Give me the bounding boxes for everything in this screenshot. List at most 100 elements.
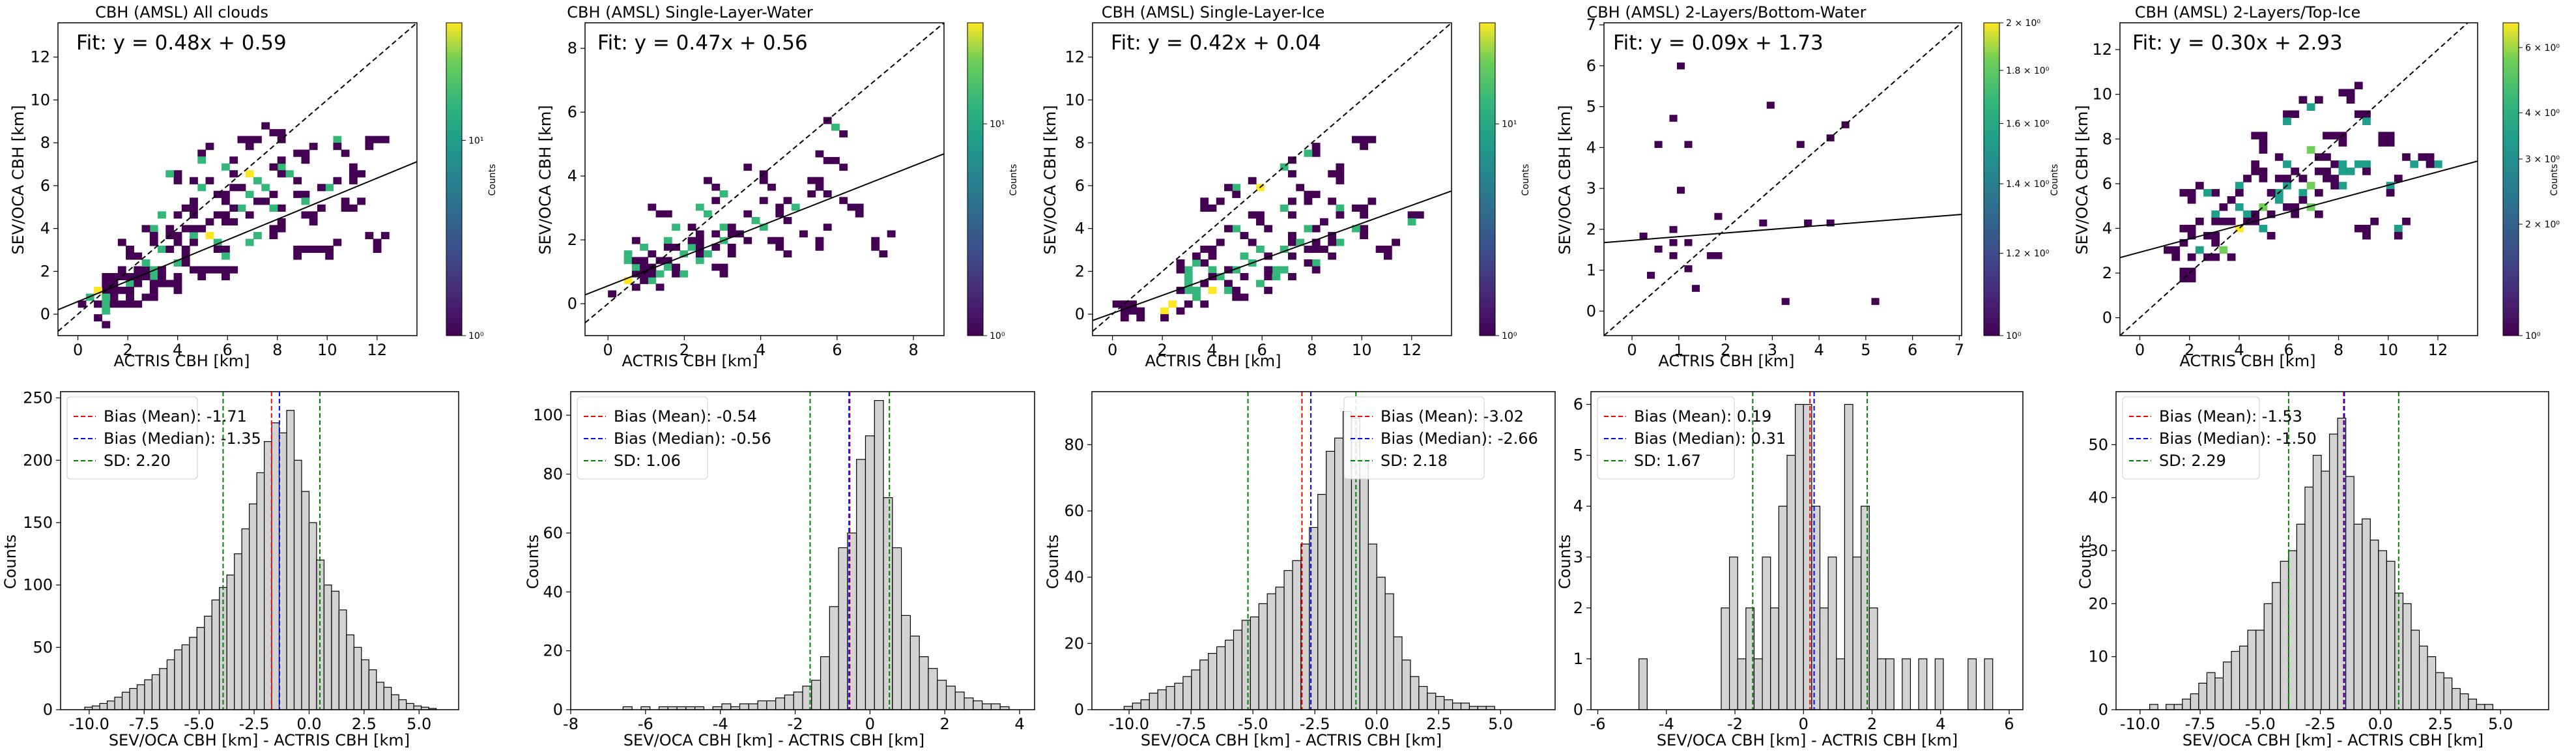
histogram-bar [1393,636,1403,710]
heatmap-cell [719,190,728,197]
heatmap-cell [1192,252,1201,260]
heatmap-cell [181,245,190,254]
heatmap-cell [1781,298,1790,305]
heatmap-cell [1841,121,1850,128]
x-tick-label: 6 [2004,715,2014,733]
heatmap-cell [823,190,832,197]
heatmap-cell [1669,252,1678,259]
histogram-bar [1132,703,1141,710]
heatmap-cell [1287,252,1296,260]
plot-frame [584,22,945,336]
y-tick-label: 12 [30,48,50,66]
heatmap-cell [2274,175,2283,182]
heatmap-cell [173,280,182,287]
heatmap-cell [2179,267,2188,276]
heatmap-cell [1120,314,1129,322]
y-tick-label: 250 [23,389,53,407]
heatmap-cell [1351,136,1360,143]
colorbar-label: Counts [2549,164,2560,196]
heatmap-cell [134,300,143,308]
heatmap-cell [743,210,752,218]
colorbar-tick-label: 1.2 × 10⁰ [2006,249,2050,259]
y-tick-label: 60 [1064,502,1084,520]
y-tick-label: 40 [543,583,563,601]
heatmap-cell [775,243,784,251]
heatmap-cell [815,183,824,191]
heatmap-cell [1208,204,1217,212]
heatmap-cell [799,230,808,238]
x-axis-label: ACTRIS CBH [km] [622,352,758,370]
x-tick-label: -6 [638,715,653,733]
heatmap-cell [141,266,150,274]
heatmap-cell [317,245,326,254]
histogram-bar [353,646,362,710]
histogram-bar [1384,593,1394,710]
heatmap-cell [1272,266,1281,274]
histogram-bar [2484,704,2494,710]
scatter-panel: CBH (AMSL) Single-Layer-Water Fit: y = 0… [536,3,1019,370]
heatmap-cell [197,149,207,157]
y-tick-label: 8 [1075,134,1085,152]
heatmap-cell [1676,186,1685,194]
heatmap-cell [1826,219,1835,227]
legend-sd-label: SD: 2.18 [1381,452,1448,470]
colorbar-tick-label: 1.6 × 10⁰ [2006,119,2050,130]
heatmap-cell [1647,272,1655,279]
x-tick-label: 2 [2184,341,2194,359]
heatmap-cell [711,263,721,271]
histogram-bar [2321,471,2330,710]
x-tick-label: 8 [1307,341,1317,359]
colorbar-tick-label: 6 × 10⁰ [2525,43,2560,53]
heatmap-cell [759,177,768,184]
histogram-bar [2272,582,2281,710]
histogram-bar [1292,560,1302,710]
plot-area: -10.0 -7.5 -5.0 -2.5 0.0 2.5 5.0 0 20 40 60 80 [1064,391,1556,733]
histogram-bar [2459,693,2469,710]
x-tick-label: 0.0 [1364,715,1389,733]
y-tick-label: 0 [1075,305,1085,323]
histogram-bar [368,669,377,710]
heatmap-cell [680,270,689,278]
histogram-bar [2443,677,2453,710]
histogram-panel: SEV/OCA CBH [km] - ACTRIS CBH [km] Count… [524,391,1035,749]
histogram-bar [174,649,182,710]
heatmap-cell [751,217,760,224]
histogram-bar [2173,704,2183,710]
x-tick-label: 2 [1721,341,1730,359]
heatmap-cell [173,177,182,184]
colorbar-tick-label: 3 × 10⁰ [2525,154,2560,165]
heatmap-cell [1796,141,1805,148]
histogram-bar [2255,630,2265,710]
plot-frame [1092,22,1452,336]
heatmap-cell [213,266,222,274]
heatmap-cell [1192,259,1201,267]
plot-frame [2119,22,2478,336]
colorbar-label: Counts [2050,164,2060,196]
plot-frame [1091,391,1556,710]
histogram-bar [181,644,190,710]
histogram-bar [1275,587,1285,710]
histogram-bar [757,700,767,710]
y-tick-label: 150 [23,514,53,532]
heatmap-cell [2211,217,2220,225]
heatmap-cell [141,273,150,281]
heatmap-cell [695,237,704,244]
x-tick-label: 0.0 [2368,715,2393,733]
heatmap-cell [1287,239,1296,246]
heatmap-cell [2283,110,2291,118]
heatmap-cell [277,170,286,178]
heatmap-cell [2164,246,2172,254]
colorbar [446,22,463,336]
histogram-bar [865,435,875,710]
heatmap-cell [783,250,792,258]
heatmap-cell [149,280,158,287]
heatmap-cell [1367,197,1377,205]
heatmap-cell [2291,167,2300,175]
histogram-bar [2182,699,2191,710]
heatmap-cell [648,203,657,211]
heatmap-cell [855,210,864,218]
histogram-bar [1140,699,1150,710]
y-tick-label: 40 [2088,489,2108,507]
histogram-bar [2190,693,2199,710]
heatmap-cell [277,156,286,164]
